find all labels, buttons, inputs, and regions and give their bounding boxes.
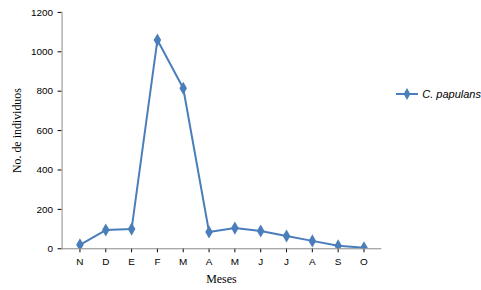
svg-text:D: D: [102, 256, 109, 267]
svg-text:A: A: [206, 256, 213, 267]
html-text:C. papulans: C. papulans: [422, 88, 481, 100]
svg-text:1000: 1000: [31, 46, 54, 57]
svg-text:O: O: [360, 256, 368, 267]
svg-text:200: 200: [37, 204, 54, 215]
svg-text:M: M: [231, 256, 239, 267]
svg-text:F: F: [154, 256, 160, 267]
svg-text:J: J: [258, 256, 263, 267]
svg-text:N: N: [76, 256, 83, 267]
svg-text:Meses: Meses: [206, 272, 237, 286]
svg-text:800: 800: [37, 85, 54, 96]
svg-text:No. de individuos: No. de individuos: [10, 88, 24, 173]
svg-text:S: S: [335, 256, 342, 267]
svg-text:1200: 1200: [31, 7, 54, 18]
svg-text:A: A: [309, 256, 316, 267]
svg-text:E: E: [128, 256, 135, 267]
svg-text:600: 600: [37, 125, 54, 136]
svg-text:0: 0: [48, 243, 54, 254]
svg-text:J: J: [284, 256, 289, 267]
svg-text:400: 400: [37, 164, 54, 175]
svg-text:M: M: [179, 256, 187, 267]
